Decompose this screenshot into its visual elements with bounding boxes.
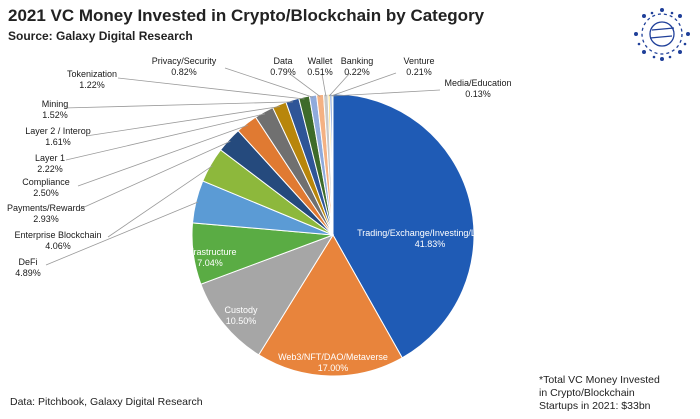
footnote-line: *Total VC Money Invested — [539, 374, 660, 386]
footnote-line: Startups in 2021: $33bn — [539, 400, 651, 412]
leader-line-enterprise-blockchain — [107, 165, 213, 238]
leader-line-media-education — [332, 89, 441, 97]
galaxy-logo-icon — [634, 8, 690, 61]
slice-label-trading-exchange-investing-lending: Trading/Exchange/Investing/Lending 41.83% — [357, 228, 503, 249]
leader-line-mining — [63, 101, 293, 109]
slice-label-data: Data 0.79% — [270, 56, 296, 77]
slice-label-layer-2-interop: Layer 2 / Interop 1.61% — [25, 126, 91, 147]
leader-line-banking — [328, 72, 351, 97]
chart-title: 2021 VC Money Invested in Crypto/Blockch… — [8, 6, 485, 25]
leader-line-privacy-security — [224, 67, 314, 98]
footnote-line: in Crypto/Blockchain — [539, 387, 635, 399]
slice-label-layer-1: Layer 1 2.22% — [35, 153, 65, 174]
slice-label-defi: DeFi 4.89% — [15, 257, 41, 278]
leader-line-defi — [45, 201, 199, 266]
leader-line-venture — [330, 72, 397, 97]
pie-slice-custody — [200, 234, 335, 356]
pie-slice-web3-nft-dao-metaverse — [258, 234, 403, 377]
slice-label-infrastructure: Infrastructure 7.04% — [183, 247, 236, 268]
slice-label-custody: Custody 10.50% — [224, 305, 258, 326]
data-source-note: Data: Pitchbook, Galaxy Digital Research — [10, 396, 203, 408]
slice-label-privacy-security: Privacy/Security 0.82% — [152, 56, 217, 77]
chart-subtitle: Source: Galaxy Digital Research — [8, 29, 193, 43]
leader-line-payments-rewards — [79, 140, 231, 210]
leader-line-layer-1 — [65, 113, 266, 161]
slice-label-banking: Banking 0.22% — [341, 56, 374, 77]
slice-label-payments-rewards: Payments/Rewards 2.93% — [7, 203, 86, 224]
slice-label-venture: Venture 0.21% — [403, 56, 434, 77]
leader-line-layer-2-interop — [85, 106, 281, 137]
slice-label-mining: Mining 1.52% — [42, 99, 69, 120]
slice-label-tokenization: Tokenization 1.22% — [67, 69, 117, 90]
pie-slice-media-education — [331, 93, 334, 236]
leader-line-wallet — [321, 73, 327, 97]
slice-label-media-education: Media/Education 0.13% — [444, 78, 511, 99]
slice-label-enterprise-blockchain: Enterprise Blockchain 4.06% — [14, 230, 101, 251]
total-footnote: *Total VC Money Invested in Crypto/Block… — [539, 374, 689, 413]
leader-line-compliance — [77, 124, 248, 187]
leader-line-tokenization — [117, 77, 305, 100]
slice-label-compliance: Compliance 2.50% — [22, 177, 70, 198]
pie-slice-trading-exchange-investing-lending — [332, 93, 475, 359]
leader-line-data — [289, 73, 321, 97]
slice-label-wallet: Wallet 0.51% — [307, 56, 333, 77]
slice-label-web3-nft-dao-metaverse: Web3/NFT/DAO/Metaverse 17.00% — [278, 352, 388, 373]
